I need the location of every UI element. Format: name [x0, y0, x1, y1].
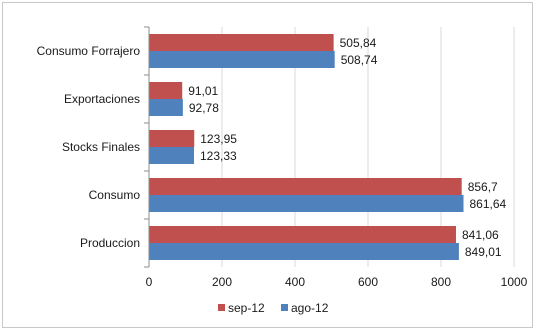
- legend-label: ago-12: [291, 301, 329, 315]
- data-label: 508,74: [341, 53, 378, 67]
- category-axis: [144, 26, 150, 268]
- bar-ago-12-2: [149, 147, 195, 164]
- x-tick-label: 200: [212, 275, 232, 289]
- data-label: 123,95: [200, 132, 237, 146]
- bar-sep-12-0: [149, 34, 334, 51]
- data-label: 856,7: [468, 180, 498, 194]
- data-label: 841,06: [462, 228, 499, 242]
- bar-chart: Consumo Forrajero Exportaciones Stocks Fin…: [37, 26, 528, 315]
- bar-ago-12-4: [149, 243, 459, 260]
- bar-sep-12-4: [149, 226, 456, 243]
- category-label: Consumo Forrajero: [37, 44, 141, 58]
- chart-frame: Consumo Forrajero Exportaciones Stocks Fin…: [2, 2, 533, 328]
- bar-sep-12-2: [149, 130, 195, 147]
- legend-label: sep-12: [228, 301, 265, 315]
- data-label: 91,01: [188, 84, 218, 98]
- data-labels: 505,84 508,74 91,01 92,78 123,95 123,33 856,7 8…: [188, 36, 506, 259]
- bar-ago-12-3: [149, 195, 464, 212]
- x-tick-labels: 0 200 400 600 800 1000: [146, 275, 528, 289]
- data-label: 123,33: [200, 149, 237, 163]
- data-label: 849,01: [465, 245, 502, 259]
- category-label: Stocks Finales: [62, 140, 140, 154]
- x-tick-label: 600: [358, 275, 378, 289]
- category-label: Consumo: [89, 188, 141, 202]
- x-tick-label: 0: [146, 275, 153, 289]
- x-tick-label: 800: [431, 275, 451, 289]
- bar-ago-12-0: [149, 51, 335, 68]
- category-label: Produccion: [80, 236, 140, 250]
- bar-sep-12-1: [149, 82, 183, 99]
- data-label: 505,84: [340, 36, 377, 50]
- category-label: Exportaciones: [64, 92, 140, 106]
- x-tick-label: 1000: [501, 275, 528, 289]
- bars: [149, 34, 464, 260]
- x-tick-label: 400: [285, 275, 305, 289]
- legend-swatch-sep-12: [218, 304, 225, 311]
- category-labels: Consumo Forrajero Exportaciones Stocks Fin…: [37, 44, 141, 250]
- data-label: 861,64: [469, 197, 506, 211]
- bar-ago-12-1: [149, 99, 183, 116]
- legend: sep-12 ago-12: [218, 301, 329, 315]
- legend-swatch-ago-12: [281, 304, 288, 311]
- data-label: 92,78: [189, 101, 219, 115]
- bar-sep-12-3: [149, 178, 462, 195]
